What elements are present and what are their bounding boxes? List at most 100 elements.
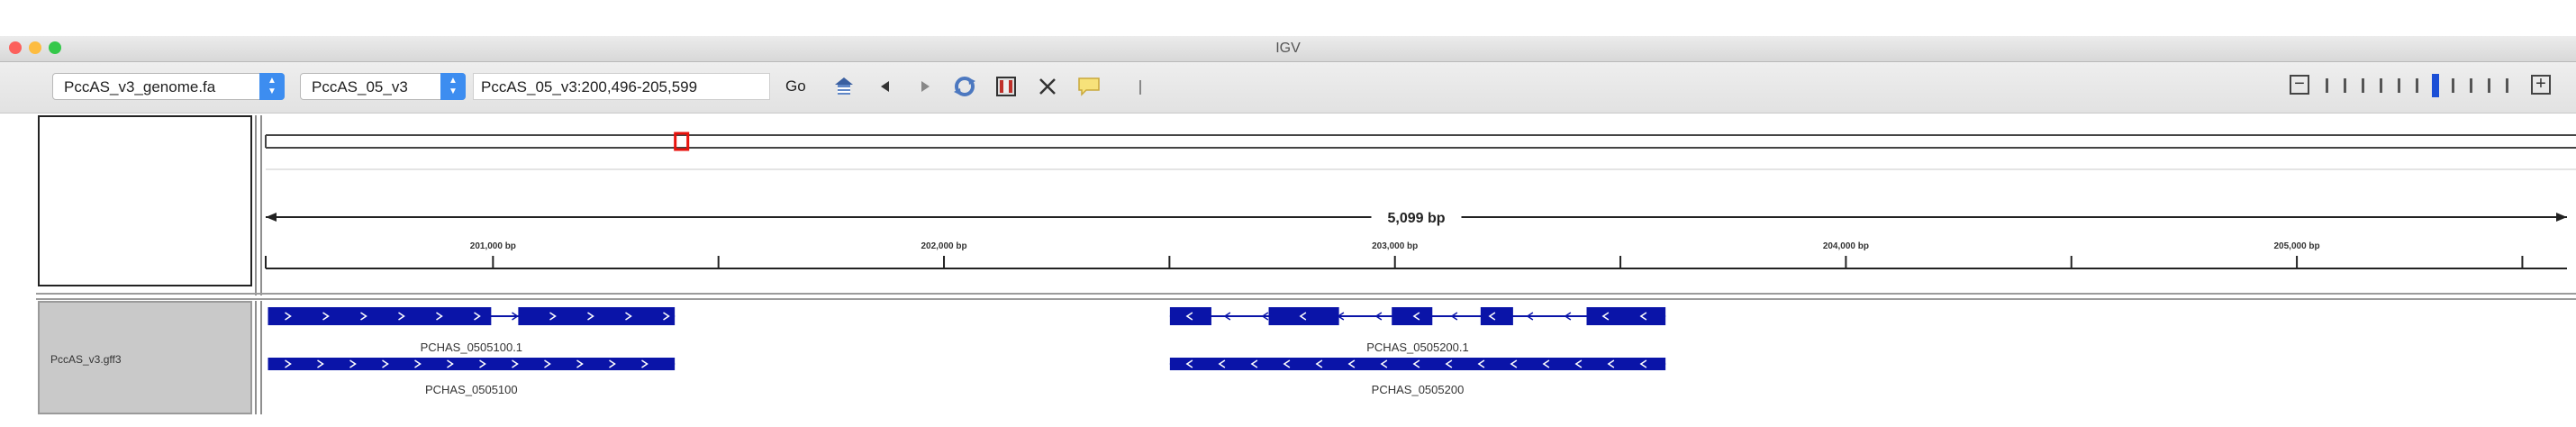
zoom-level-tick[interactable]: [2470, 78, 2472, 93]
panel-divider[interactable]: [255, 115, 257, 295]
gene-feature[interactable]: PCHAS_0505100.1: [268, 307, 676, 354]
exon-block[interactable]: [268, 307, 492, 325]
zoom-level-tick[interactable]: [2452, 78, 2454, 93]
ruler-tick-label: 201,000 bp: [470, 241, 516, 251]
strand-forward-icon: [576, 359, 584, 368]
strand-reverse-icon: [1380, 359, 1388, 368]
zoom-level-tick[interactable]: [2416, 78, 2418, 93]
chevron-updown-icon: ▲ ▼: [259, 73, 285, 100]
strand-reverse-icon: [1250, 359, 1258, 368]
zoom-level-tick[interactable]: [2488, 78, 2490, 93]
chromosome-dropdown[interactable]: PccAS_05_v3 ▲ ▼: [300, 73, 466, 100]
strand-forward-icon: [322, 312, 330, 321]
exon-block[interactable]: [1392, 307, 1433, 325]
go-button[interactable]: Go: [785, 77, 806, 95]
home-icon[interactable]: [829, 71, 859, 102]
strand-reverse-icon: [1299, 312, 1307, 321]
strand-reverse-icon: [1218, 359, 1226, 368]
zoom-level-tick[interactable]: [2398, 78, 2400, 93]
exon-block[interactable]: [1480, 307, 1513, 325]
strand-reverse-icon: [1185, 359, 1193, 368]
strand-reverse-icon: [1315, 359, 1323, 368]
span-label: 5,099 bp: [1387, 211, 1445, 226]
panel-divider: [260, 301, 262, 414]
strand-reverse-icon: [1445, 359, 1453, 368]
zoom-widget[interactable]: − +: [2270, 62, 2576, 113]
genome-dropdown-value: PccAS_v3_genome.fa: [64, 78, 216, 95]
resize-tracks-icon[interactable]: [1032, 71, 1063, 102]
panel-divider[interactable]: [255, 301, 257, 414]
strand-reverse-icon: [1510, 359, 1518, 368]
window-title: IGV: [1275, 41, 1301, 56]
strand-reverse-icon: [1639, 312, 1647, 321]
exon-block[interactable]: [1586, 307, 1666, 325]
strand-forward-icon: [549, 312, 557, 321]
strand-forward-icon: [663, 312, 670, 321]
strand-forward-icon: [609, 359, 616, 368]
strand-forward-icon: [479, 359, 486, 368]
zoom-in-button[interactable]: +: [2531, 75, 2551, 95]
strand-reverse-icon: [1412, 359, 1420, 368]
strand-reverse-icon: [1283, 359, 1291, 368]
popup-text-icon[interactable]: [1074, 71, 1104, 102]
strand-forward-icon: [317, 359, 324, 368]
ruler[interactable]: 5,099 bp 201,000 bp 202,000 bp 203,000 bp 20…: [265, 211, 2567, 269]
strand-reverse-icon: [1601, 312, 1610, 321]
zoom-out-button[interactable]: −: [2290, 75, 2309, 95]
feature-label: PCHAS_0505200.1: [1366, 341, 1468, 354]
strand-reverse-icon: [1223, 312, 1231, 321]
exon-block[interactable]: [1169, 358, 1666, 370]
strand-reverse-icon: [1261, 312, 1269, 321]
strand-forward-icon: [625, 312, 632, 321]
ruler-tick-label: 203,000 bp: [1372, 241, 1418, 251]
zoom-level-tick[interactable]: [2344, 78, 2346, 93]
strand-reverse-icon: [1450, 312, 1458, 321]
zoom-window-button[interactable]: [49, 41, 61, 54]
zoom-level-tick[interactable]: [2432, 74, 2439, 97]
strand-reverse-icon: [1488, 312, 1496, 321]
span-arrow-left-icon: [266, 213, 277, 222]
strand-forward-icon: [587, 312, 594, 321]
ruler-tick-label: 205,000 bp: [2274, 241, 2320, 251]
region-navigator-icon[interactable]: [991, 71, 1021, 102]
genome-view[interactable]: 5,099 bp 201,000 bp 202,000 bp 203,000 bp 20…: [257, 115, 2576, 427]
chromosome-ideogram[interactable]: [265, 132, 2576, 170]
strand-reverse-icon: [1185, 312, 1193, 321]
chromosome-dropdown-value: PccAS_05_v3: [312, 78, 408, 95]
back-arrow-icon[interactable]: [870, 71, 901, 102]
toolbar-separator: [1139, 80, 1141, 95]
toolbar: PccAS_v3_genome.fa ▲ ▼ PccAS_05_v3 ▲ ▼ Pcc…: [0, 62, 2576, 114]
exon-block[interactable]: [268, 358, 676, 370]
ruler-tick-label: 202,000 bp: [921, 241, 966, 251]
zoom-level-tick[interactable]: [2380, 78, 2382, 93]
gene-feature[interactable]: PCHAS_0505200.1: [1169, 307, 1666, 354]
ruler-name-panel: [38, 115, 252, 286]
exon-block[interactable]: [1169, 307, 1211, 325]
strand-forward-icon: [398, 312, 405, 321]
locus-input[interactable]: PccAS_05_v3:200,496-205,599: [473, 73, 770, 100]
zoom-level-tick[interactable]: [2506, 78, 2508, 93]
panel-divider: [260, 115, 262, 295]
exon-block[interactable]: [1268, 307, 1339, 325]
strand-forward-icon: [512, 359, 519, 368]
close-window-button[interactable]: [9, 41, 22, 54]
strand-reverse-icon: [1526, 312, 1534, 321]
strand-forward-icon: [447, 359, 454, 368]
gene-feature[interactable]: PCHAS_0505100: [268, 358, 676, 396]
title-bar: IGV: [0, 36, 2576, 62]
strand-reverse-icon: [1337, 312, 1345, 321]
zoom-level-tick[interactable]: [2326, 78, 2328, 93]
track-name-label: PccAS_v3.gff3: [50, 353, 122, 366]
feature-track[interactable]: PCHAS_0505100.1 PCHAS_0505200.1 PCHAS_0505…: [268, 307, 1666, 396]
strand-forward-icon: [349, 359, 357, 368]
exon-block[interactable]: [518, 307, 676, 325]
track-name-panel[interactable]: PccAS_v3.gff3: [38, 301, 252, 414]
feature-label: PCHAS_0505100: [425, 383, 518, 396]
current-region-box[interactable]: [674, 132, 690, 151]
zoom-level-tick[interactable]: [2362, 78, 2364, 93]
gene-feature[interactable]: PCHAS_0505200: [1169, 358, 1666, 396]
forward-arrow-icon[interactable]: [910, 71, 940, 102]
genome-dropdown[interactable]: PccAS_v3_genome.fa ▲ ▼: [52, 73, 285, 100]
minimize-window-button[interactable]: [29, 41, 41, 54]
refresh-icon[interactable]: [949, 71, 980, 102]
